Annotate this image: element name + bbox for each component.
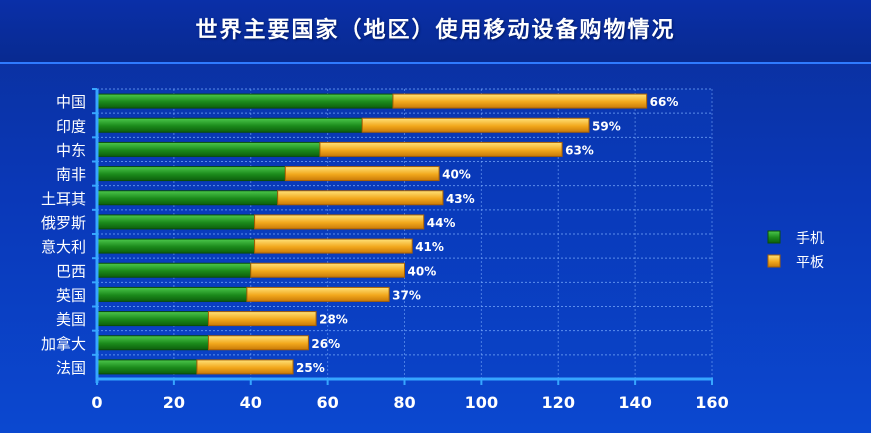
bar-segment [361, 117, 590, 133]
category-label: 意大利 [41, 238, 86, 256]
category-label: 中东 [56, 141, 86, 159]
bar-segment [207, 335, 309, 351]
category-label: 中国 [56, 93, 86, 111]
bar-layer: 77%66%69%59%58%63%49%40%47%43%41%44%41%4… [96, 93, 679, 375]
data-label-tablet: 37% [392, 288, 421, 302]
data-label-tablet: 41% [415, 240, 444, 254]
bar-segment [96, 117, 363, 133]
bar-segment [96, 93, 394, 109]
category-label: 英国 [56, 286, 86, 304]
bar-segment [96, 335, 209, 351]
bar-segment [96, 141, 321, 157]
bar-segment [96, 311, 209, 327]
bar-segment [96, 286, 248, 302]
bar-segment [254, 214, 425, 230]
x-tick-label: 60 [316, 393, 338, 412]
bar-segment [207, 311, 317, 327]
category-label: 加拿大 [41, 335, 86, 353]
bar-segment [96, 166, 286, 182]
data-label-tablet: 40% [408, 264, 437, 278]
x-tick-label: 160 [695, 393, 728, 412]
data-label-tablet: 63% [565, 143, 594, 157]
data-label-tablet: 26% [311, 337, 340, 351]
bar-segment [96, 262, 252, 278]
x-tick-label: 40 [240, 393, 262, 412]
title-bar: 世界主要国家（地区）使用移动设备购物情况 [0, 0, 871, 64]
category-label: 土耳其 [41, 190, 86, 208]
bar-segment [96, 238, 256, 254]
chart-title: 世界主要国家（地区）使用移动设备购物情况 [195, 18, 676, 43]
bar-segment [196, 359, 294, 375]
category-label: 俄罗斯 [41, 214, 86, 232]
data-label-tablet: 43% [446, 192, 475, 206]
category-label: 印度 [56, 117, 86, 135]
bar-segment [96, 359, 198, 375]
x-tick-label: 80 [393, 393, 415, 412]
data-label-tablet: 59% [592, 119, 621, 133]
category-label: 法国 [56, 359, 86, 377]
x-tick-label: 0 [91, 393, 102, 412]
bar-segment [392, 93, 648, 109]
bar-segment [246, 286, 390, 302]
bar-segment [277, 190, 444, 206]
x-tick-label: 100 [465, 393, 498, 412]
data-label-tablet: 25% [296, 361, 325, 375]
legend-swatch [767, 230, 781, 244]
data-label-tablet: 28% [319, 313, 348, 327]
x-tick-label: 120 [542, 393, 575, 412]
legend-label: 平板 [796, 255, 824, 271]
bar-segment [250, 262, 405, 278]
bar-segment [319, 141, 563, 157]
bar-segment [254, 238, 413, 254]
legend-swatch [767, 254, 781, 268]
x-tick-label: 20 [163, 393, 185, 412]
bar-segment [96, 214, 256, 230]
data-label-tablet: 66% [650, 95, 679, 109]
legend-label: 手机 [796, 231, 824, 247]
data-label-tablet: 44% [427, 216, 456, 230]
bar-segment [96, 190, 279, 206]
x-tick-label: 140 [618, 393, 651, 412]
bar-segment [284, 166, 440, 182]
data-label-tablet: 40% [442, 168, 471, 182]
category-label: 巴西 [56, 262, 86, 280]
category-label: 南非 [56, 166, 86, 184]
category-label: 美国 [56, 311, 86, 329]
